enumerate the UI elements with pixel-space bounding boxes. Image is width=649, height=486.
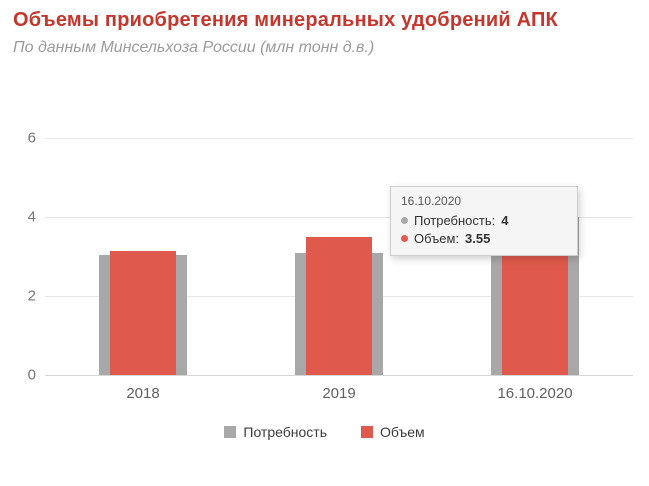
tooltip-row-volume: Объем: 3.55: [401, 231, 567, 246]
legend-item-need[interactable]: Потребность: [224, 424, 327, 440]
tooltip: 16.10.2020 Потребность: 4 Объем: 3.55: [390, 186, 578, 256]
tooltip-volume-value: 3.55: [465, 231, 491, 246]
gridline-4: [45, 217, 633, 218]
tooltip-need-value: 4: [501, 213, 509, 228]
legend-item-volume[interactable]: Объем: [361, 424, 425, 440]
legend: Потребность Объем: [0, 424, 649, 440]
y-tick-label-4: 4: [27, 208, 36, 226]
chart-subtitle: По данным Минсельхоза России (млн тонн д…: [13, 39, 375, 56]
gridline-6: [45, 138, 633, 139]
gridline-0: [45, 375, 633, 376]
legend-swatch-need: [224, 426, 237, 438]
volume-dot-icon: [401, 235, 408, 242]
legend-label-volume: Объем: [380, 424, 425, 440]
bar-volume-0[interactable]: [110, 250, 176, 375]
tooltip-need-label: Потребность:: [414, 213, 496, 228]
legend-swatch-volume: [361, 426, 373, 438]
plot-area: 0 2 4 6 2018 2019 16.10.2020: [28, 130, 633, 402]
legend-label-need: Потребность: [243, 424, 327, 440]
need-dot-icon: [401, 217, 408, 224]
chart-title: Объемы приобретения минеральных удобрени…: [13, 9, 558, 31]
bar-volume-2[interactable]: [502, 234, 568, 375]
tooltip-row-need: Потребность: 4: [401, 213, 567, 228]
tooltip-title: 16.10.2020: [401, 194, 462, 208]
x-axis-label-1: 2019: [322, 385, 356, 402]
tooltip-volume-label: Объем:: [414, 231, 460, 246]
y-tick-label-2: 2: [27, 287, 36, 305]
bar-volume-1[interactable]: [306, 236, 372, 375]
x-axis-label-2: 16.10.2020: [497, 385, 573, 402]
y-tick-label-0: 0: [27, 366, 36, 384]
x-axis-label-0: 2018: [126, 385, 160, 402]
y-tick-label-6: 6: [27, 129, 36, 147]
